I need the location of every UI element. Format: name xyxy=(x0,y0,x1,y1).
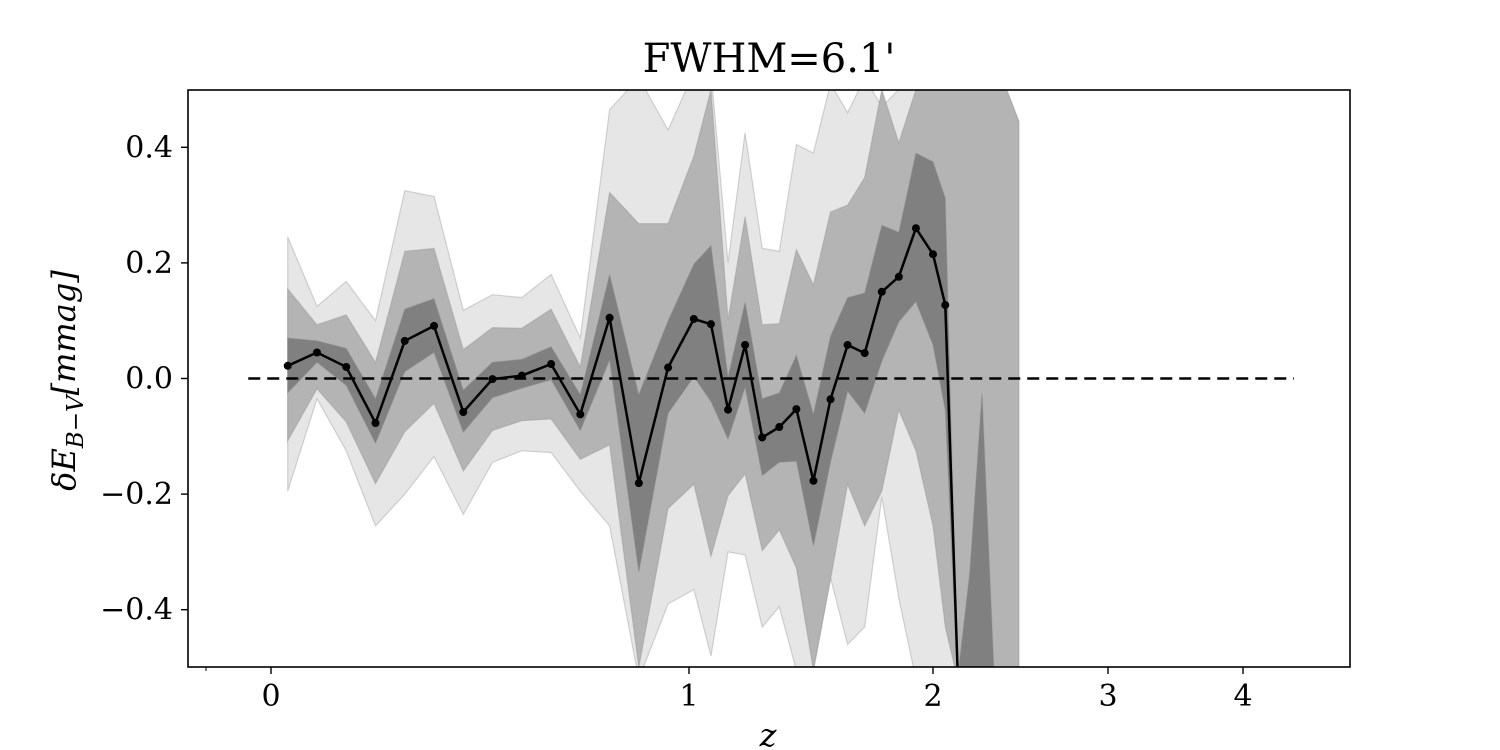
median-point xyxy=(371,419,380,428)
y-tick-label: 0.4 xyxy=(125,130,173,165)
median-point xyxy=(860,349,869,358)
median-series xyxy=(283,224,959,667)
median-point xyxy=(758,433,767,442)
median-point xyxy=(911,224,920,233)
median-point xyxy=(517,371,526,380)
median-point xyxy=(792,405,801,414)
confidence-bands xyxy=(287,90,1020,667)
x-axis-label: z xyxy=(759,716,778,750)
median-point xyxy=(706,320,715,329)
y-axis-label-main: δE xyxy=(45,448,83,491)
median-point xyxy=(430,321,439,330)
median-point xyxy=(664,363,673,372)
y-tick-label: 0.0 xyxy=(125,362,173,397)
median-point xyxy=(605,313,614,322)
median-point xyxy=(576,410,585,419)
y-axis-label-unit: [mmag] xyxy=(45,270,83,396)
median-point xyxy=(877,287,886,296)
x-axis-ticks: 0 1 2 3 4 xyxy=(205,667,1253,714)
median-point xyxy=(724,405,733,414)
median-point xyxy=(283,361,292,370)
median-point xyxy=(634,479,643,488)
median-point xyxy=(843,340,852,349)
median-point xyxy=(488,375,497,384)
x-tick-label: 1 xyxy=(679,679,698,714)
y-tick-label: 0.2 xyxy=(125,246,173,281)
chart-title: FWHM=6.1' xyxy=(643,36,896,82)
median-point xyxy=(741,340,750,349)
median-point xyxy=(809,476,818,485)
x-tick-label: 4 xyxy=(1233,679,1252,714)
y-tick-label: −0.4 xyxy=(100,593,173,628)
median-point xyxy=(775,423,784,432)
median-point xyxy=(547,360,556,369)
median-point xyxy=(894,272,903,281)
median-point xyxy=(929,250,937,259)
y-axis-ticks: 0.4 0.2 0.0 −0.2 −0.4 xyxy=(100,130,188,628)
y-axis-label-subscript: B−V xyxy=(63,393,89,449)
median-point xyxy=(689,314,698,323)
median-point xyxy=(826,395,835,404)
x-tick-label: 3 xyxy=(1098,679,1117,714)
band-inner xyxy=(287,152,995,667)
median-point xyxy=(342,362,351,371)
y-tick-label: −0.2 xyxy=(100,477,173,512)
median-point xyxy=(400,336,409,345)
median-point xyxy=(459,408,468,417)
median-point xyxy=(312,348,321,357)
x-tick-label: 2 xyxy=(923,679,942,714)
x-tick-label: 0 xyxy=(261,679,280,714)
median-point xyxy=(941,301,950,310)
y-axis-label: δEB−V[mmag] xyxy=(45,270,89,491)
